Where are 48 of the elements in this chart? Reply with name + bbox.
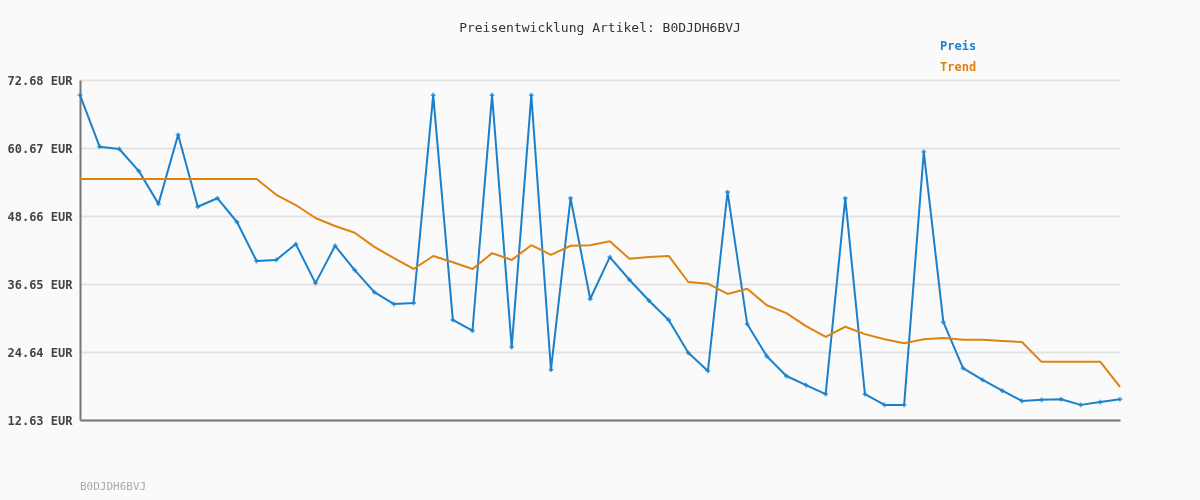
point <box>1078 402 1084 408</box>
line-series <box>79 177 1121 388</box>
point <box>607 254 613 260</box>
point <box>116 146 122 152</box>
point <box>823 391 829 397</box>
point <box>999 388 1005 394</box>
point <box>77 92 83 98</box>
point <box>921 149 927 155</box>
point <box>1058 396 1064 402</box>
point <box>784 373 789 379</box>
y-tick-label: 48.66 EUR <box>7 209 74 224</box>
point <box>568 195 573 201</box>
point <box>1039 397 1044 403</box>
point <box>548 367 554 373</box>
point <box>528 92 534 98</box>
point <box>411 300 416 306</box>
y-tick-label: 72.68 EUR <box>7 73 74 88</box>
text: B0DJDH6BVJ <box>80 480 147 493</box>
point <box>254 258 259 264</box>
point <box>97 144 102 150</box>
point <box>666 317 672 323</box>
point <box>627 277 632 283</box>
point <box>842 195 848 201</box>
point <box>450 317 456 323</box>
text: Trend <box>940 60 977 74</box>
point <box>980 377 985 383</box>
point <box>470 328 475 334</box>
point <box>195 204 201 210</box>
point <box>332 243 338 249</box>
point <box>352 267 358 273</box>
chart-title: Preisentwicklung Artikel: B0DJDH6BVJ <box>459 20 741 35</box>
point <box>1117 396 1123 402</box>
y-tick-label: 12.63 EUR <box>7 413 74 428</box>
point <box>509 344 515 350</box>
point <box>1098 399 1103 405</box>
text: Preis <box>940 39 977 53</box>
point <box>941 319 946 325</box>
point <box>764 353 770 359</box>
point <box>371 289 377 295</box>
y-tick-label: 24.64 EUR <box>7 345 74 360</box>
point <box>273 257 279 263</box>
point <box>744 321 750 327</box>
y-tick-label: 60.67 EUR <box>7 141 74 156</box>
point <box>646 298 652 304</box>
y-tick-label: 36.65 EUR <box>7 277 74 292</box>
point <box>215 195 220 201</box>
point <box>430 92 436 98</box>
point <box>685 350 691 356</box>
